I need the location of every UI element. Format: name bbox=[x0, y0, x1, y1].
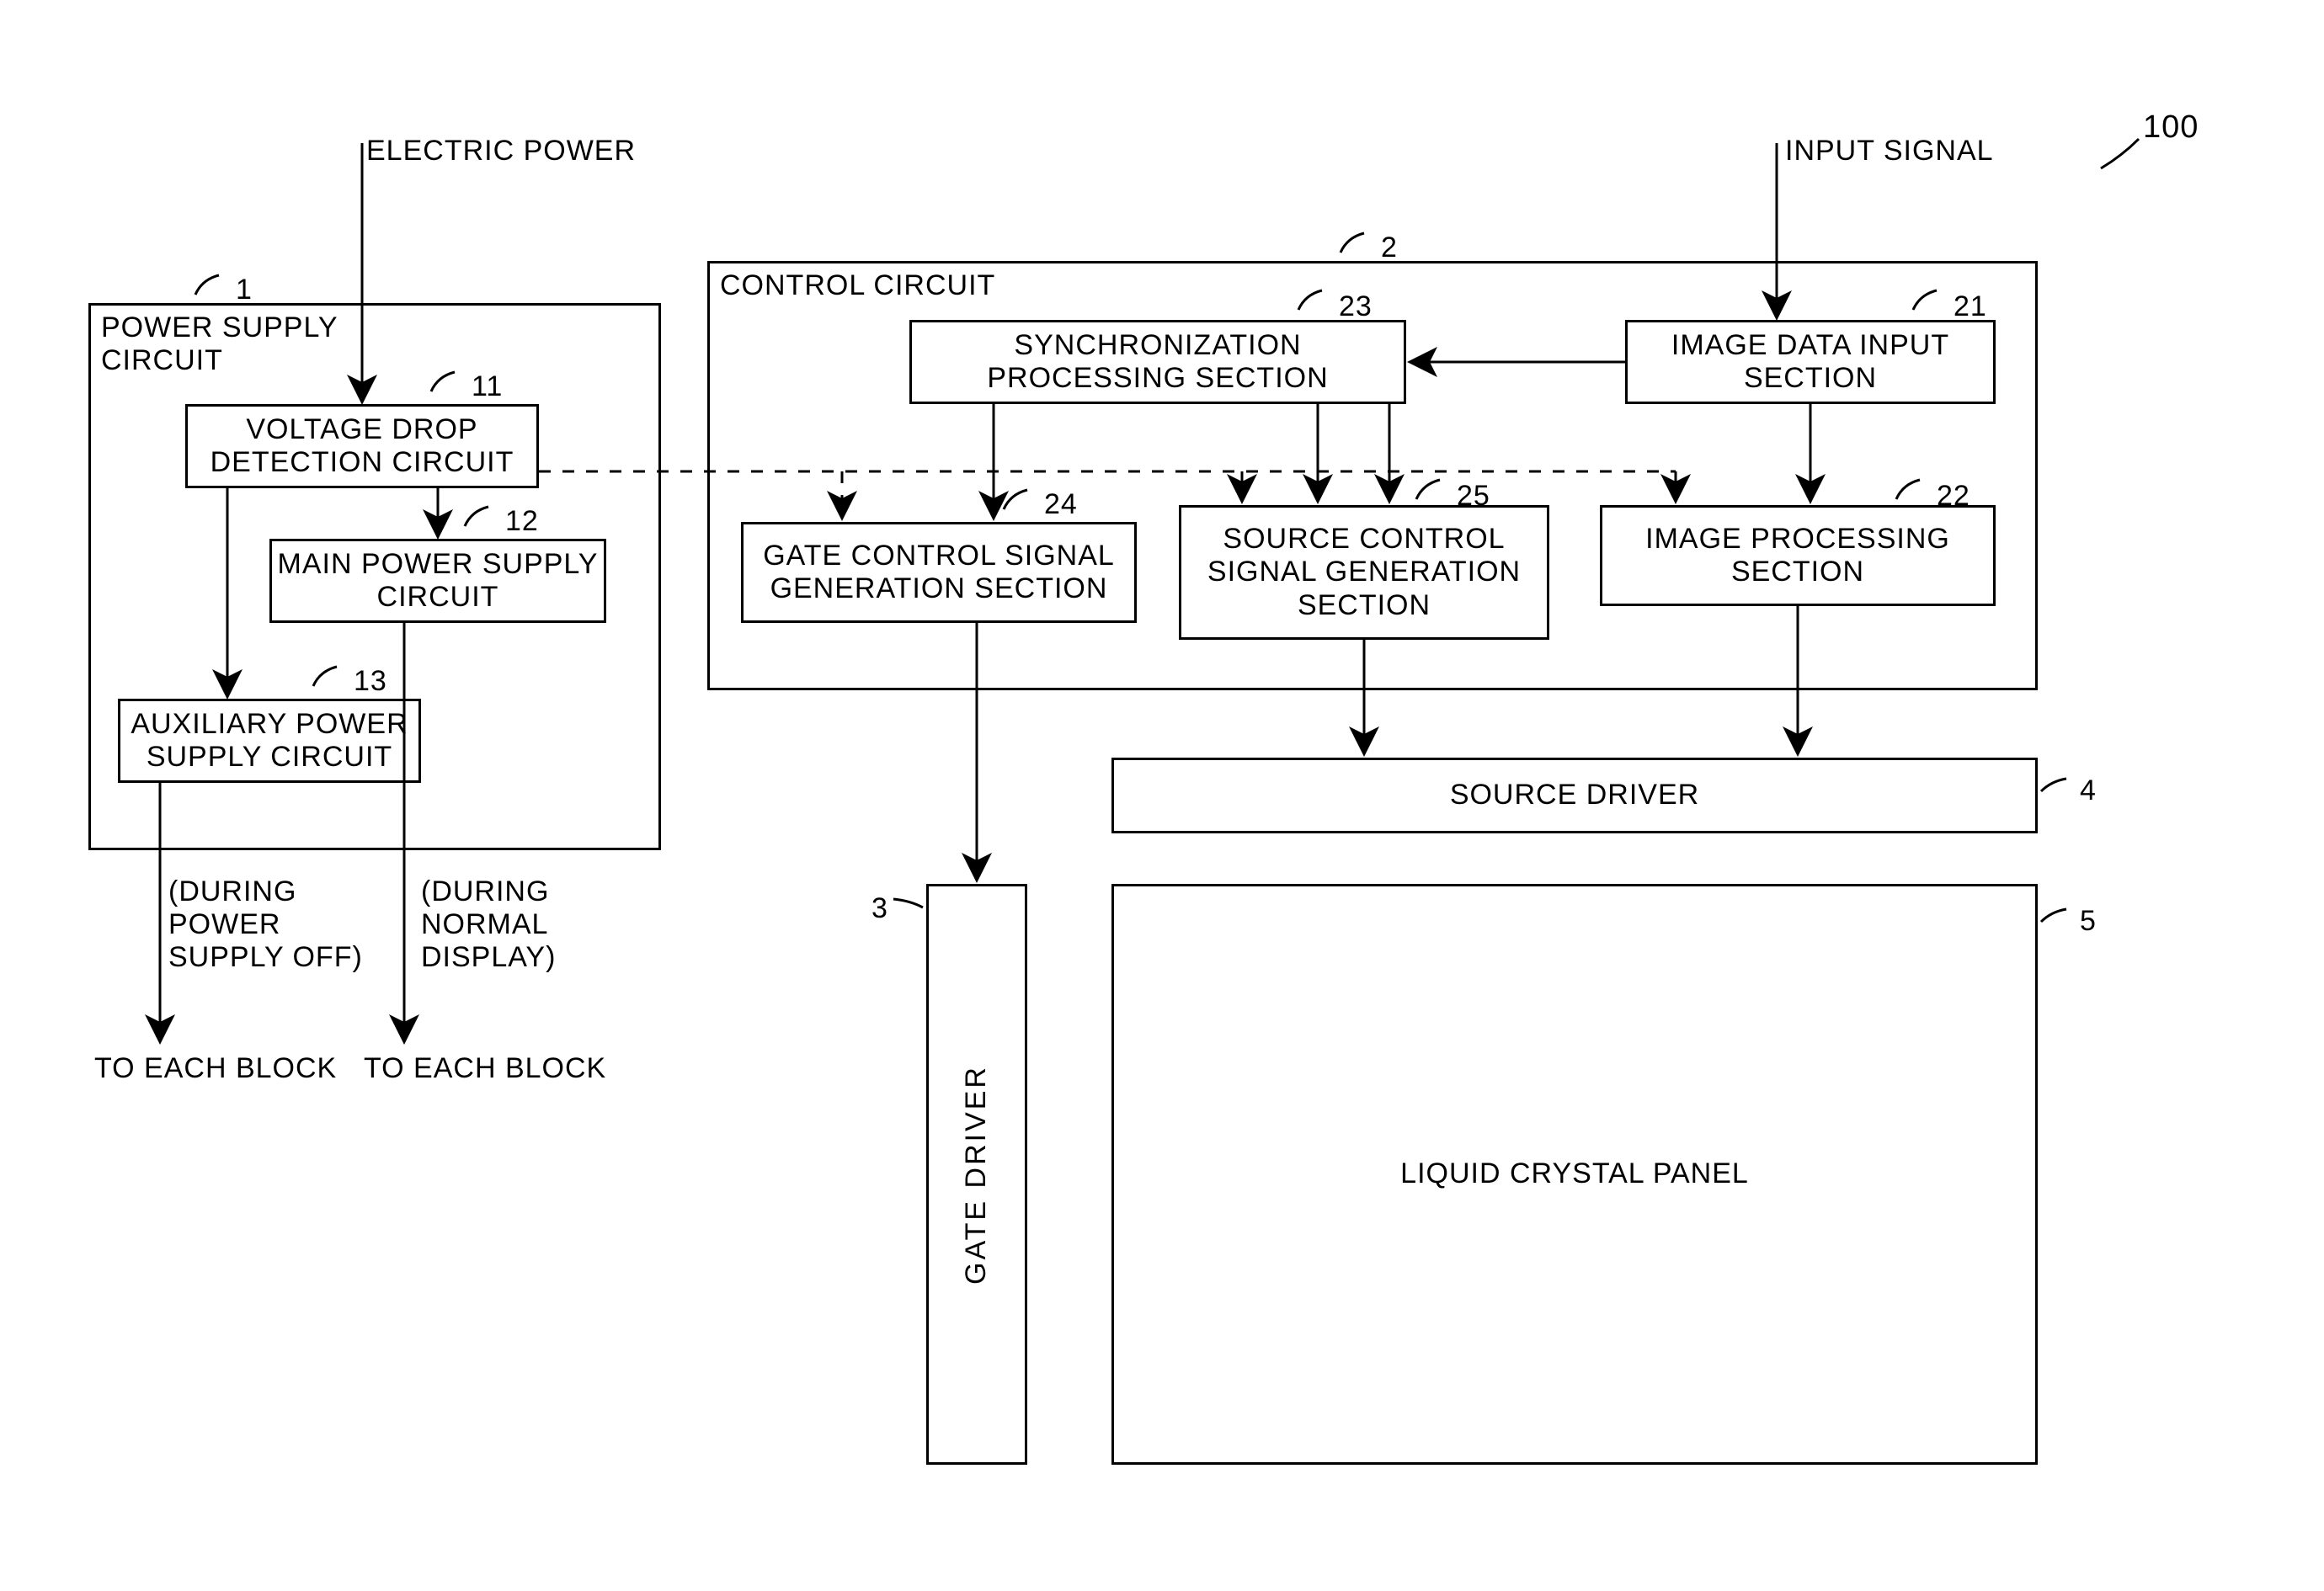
source-driver-label: SOURCE DRIVER bbox=[1450, 779, 1699, 811]
out-left-note: (DURING POWER SUPPLY OFF) bbox=[168, 875, 363, 974]
power-supply-circuit-title: POWER SUPPLY CIRCUIT bbox=[101, 311, 338, 377]
out-left-dest: TO EACH BLOCK bbox=[94, 1052, 337, 1085]
ref-21: 21 bbox=[1954, 290, 1987, 323]
sync-processing-box: SYNCHRONIZATION PROCESSING SECTION bbox=[909, 320, 1406, 404]
ref-1: 1 bbox=[236, 274, 253, 306]
gate-ctrl-gen-box: GATE CONTROL SIGNAL GENERATION SECTION bbox=[741, 522, 1137, 623]
control-circuit-title: CONTROL CIRCUIT bbox=[720, 269, 995, 302]
lcd-panel-label: LIQUID CRYSTAL PANEL bbox=[1400, 1157, 1749, 1190]
main-power-box: MAIN POWER SUPPLY CIRCUIT bbox=[269, 539, 606, 623]
ref-5: 5 bbox=[2080, 905, 2097, 938]
ref-23: 23 bbox=[1339, 290, 1373, 323]
source-ctrl-gen-box: SOURCE CONTROL SIGNAL GENERATION SECTION bbox=[1179, 505, 1549, 640]
ref-22: 22 bbox=[1937, 480, 1970, 513]
ref-25: 25 bbox=[1457, 480, 1490, 513]
electric-power-label: ELECTRIC POWER bbox=[366, 135, 636, 168]
ref-24: 24 bbox=[1044, 488, 1078, 521]
out-right-dest: TO EACH BLOCK bbox=[364, 1052, 606, 1085]
main-power-label: MAIN POWER SUPPLY CIRCUIT bbox=[272, 548, 604, 614]
gate-driver-box: GATE DRIVER bbox=[926, 884, 1027, 1465]
ref-11: 11 bbox=[472, 370, 503, 403]
ref-3: 3 bbox=[872, 892, 888, 925]
ref-12: 12 bbox=[505, 505, 539, 538]
gate-ctrl-gen-label: GATE CONTROL SIGNAL GENERATION SECTION bbox=[744, 540, 1134, 605]
sync-processing-label: SYNCHRONIZATION PROCESSING SECTION bbox=[912, 329, 1404, 395]
figure-ref-100: 100 bbox=[2143, 109, 2199, 146]
image-data-input-box: IMAGE DATA INPUT SECTION bbox=[1625, 320, 1996, 404]
ref-13: 13 bbox=[354, 665, 387, 698]
voltage-drop-box: VOLTAGE DROP DETECTION CIRCUIT bbox=[185, 404, 539, 488]
ref-2: 2 bbox=[1381, 231, 1398, 264]
source-driver-box: SOURCE DRIVER bbox=[1111, 758, 2038, 833]
gate-driver-label: GATE DRIVER bbox=[960, 1065, 993, 1285]
image-data-input-label: IMAGE DATA INPUT SECTION bbox=[1628, 329, 1993, 395]
voltage-drop-label: VOLTAGE DROP DETECTION CIRCUIT bbox=[188, 413, 536, 479]
input-signal-label: INPUT SIGNAL bbox=[1785, 135, 1994, 168]
out-right-note: (DURING NORMAL DISPLAY) bbox=[421, 875, 556, 974]
image-processing-box: IMAGE PROCESSING SECTION bbox=[1600, 505, 1996, 606]
source-ctrl-gen-label: SOURCE CONTROL SIGNAL GENERATION SECTION bbox=[1181, 523, 1547, 621]
lcd-panel-box: LIQUID CRYSTAL PANEL bbox=[1111, 884, 2038, 1465]
aux-power-label: AUXILIARY POWER SUPPLY CIRCUIT bbox=[120, 708, 418, 774]
image-processing-label: IMAGE PROCESSING SECTION bbox=[1602, 523, 1993, 588]
ref-4: 4 bbox=[2080, 774, 2097, 807]
aux-power-box: AUXILIARY POWER SUPPLY CIRCUIT bbox=[118, 699, 421, 783]
